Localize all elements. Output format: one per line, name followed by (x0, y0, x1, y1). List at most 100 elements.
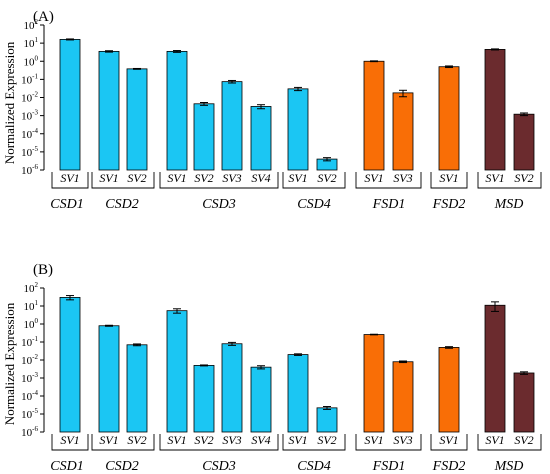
y-tick-label: 10-4 (21, 127, 38, 141)
y-tick-label: 10-2 (21, 91, 38, 105)
gene-label-fsd1: FSD1 (372, 197, 406, 212)
gene-label-msd: MSD (494, 197, 524, 212)
y-tick-label: 102 (24, 18, 39, 32)
panel-a: (A) Normalized Expression 10210110010-11… (2, 9, 542, 212)
bar-msd-sv1 (484, 49, 506, 171)
bar-csd3-sv2 (193, 103, 215, 171)
panel-b-brackets: CSD1 CSD2 CSD3 CSD4 FSD1 FSD2 MSD (50, 434, 542, 474)
gene-label-csd3: CSD3 (202, 197, 235, 212)
sv-label: SV3 (393, 433, 412, 447)
bar-csd1-sv1 (59, 297, 81, 433)
group-bracket (159, 434, 279, 451)
group-bracket (159, 172, 279, 189)
y-tick-label: 102 (24, 281, 39, 295)
bar-fsd1-sv1 (363, 60, 385, 171)
group-bracket (282, 434, 346, 451)
y-tick-label: 100 (24, 317, 39, 331)
gene-label-csd1: CSD1 (50, 459, 83, 474)
group-bracket (430, 434, 468, 451)
sv-label: SV1 (485, 433, 504, 447)
gene-label-csd2: CSD2 (105, 459, 138, 474)
y-tick-label: 10-2 (21, 353, 38, 367)
panel-b-yticks: 102 101 100 10-1 10-2 10-3 10-4 10-5 10-6 (21, 281, 45, 439)
sv-label: SV1 (439, 433, 458, 447)
sv-label: SV1 (167, 171, 186, 185)
group-bracket (477, 172, 542, 189)
sv-label: SV1 (167, 433, 186, 447)
bar-csd4-sv1 (287, 88, 309, 171)
gene-label-csd4: CSD4 (297, 459, 330, 474)
sv-label: SV3 (222, 433, 241, 447)
sv-label: SV2 (317, 433, 336, 447)
group-bracket (430, 172, 468, 189)
sv-label: SV1 (60, 433, 79, 447)
y-tick-label: 10-1 (21, 72, 38, 86)
group-bracket (355, 172, 422, 189)
y-tick-label: 101 (24, 36, 39, 50)
y-tick-label: 10-1 (21, 335, 38, 349)
bar-csd2-sv2 (126, 68, 148, 171)
group-bracket (355, 434, 422, 451)
bar-csd4-sv1 (287, 354, 309, 433)
gene-label-csd4: CSD4 (297, 197, 330, 212)
y-tick-label: 10-3 (21, 109, 38, 123)
bar-fsd2-sv1 (438, 66, 460, 171)
bar-csd1-sv1 (59, 39, 81, 171)
y-tick-label: 10-3 (21, 371, 38, 385)
panel-b: (B) Normalized Expression 10210110010-11… (2, 262, 542, 474)
bar-fsd1-sv3 (392, 361, 414, 433)
bar-fsd1-sv1 (363, 334, 385, 433)
group-bracket (282, 172, 346, 189)
bar-msd-sv2 (513, 113, 535, 171)
panel-b-ylabel: Normalized Expression (2, 302, 17, 425)
panel-b-label: (B) (33, 262, 53, 278)
bar-csd4-sv2 (316, 407, 338, 433)
group-bracket (477, 434, 542, 451)
sv-label: SV1 (288, 433, 307, 447)
panel-a-bars: SV1 SV1 SV2 SV1 SV2 SV3 SV4 SV1 SV2 SV1 SV3 SV1 SV1 S… (59, 38, 535, 185)
panel-a-ylabel: Normalized Expression (2, 41, 17, 164)
sv-label: SV1 (364, 171, 383, 185)
bar-csd3-sv4 (250, 366, 272, 433)
gene-label-csd2: CSD2 (105, 197, 138, 212)
sv-label: SV2 (194, 171, 213, 185)
gene-label-fsd1: FSD1 (372, 459, 406, 474)
sv-label: SV4 (251, 433, 270, 447)
sv-label: SV2 (317, 171, 336, 185)
bar-fsd1-sv3 (392, 92, 414, 171)
bar-csd3-sv3 (221, 81, 243, 171)
bar-csd3-sv1 (166, 50, 188, 171)
sv-label: SV1 (439, 171, 458, 185)
group-bracket (91, 172, 155, 189)
sv-label: SV1 (288, 171, 307, 185)
bar-csd3-sv1 (166, 310, 188, 433)
bar-csd3-sv2 (193, 365, 215, 433)
sv-label: SV1 (485, 171, 504, 185)
sv-label: SV3 (222, 171, 241, 185)
y-tick-label: 10-5 (21, 145, 38, 159)
bar-csd2-sv1 (98, 325, 120, 433)
sv-label: SV2 (194, 433, 213, 447)
panel-a-brackets: CSD1 CSD2 CSD3 CSD4 FSD1 FSD2 MSD (50, 172, 542, 212)
gene-label-csd1: CSD1 (50, 197, 83, 212)
gene-label-fsd2: FSD2 (432, 197, 466, 212)
bar-csd2-sv2 (126, 344, 148, 433)
bar-msd-sv2 (513, 372, 535, 433)
sv-label: SV4 (251, 171, 270, 185)
bar-msd-sv1 (484, 304, 506, 433)
bar-csd2-sv1 (98, 50, 120, 171)
sv-label: SV1 (99, 171, 118, 185)
panel-b-bars: SV1 SV1 SV2 SV1 SV2 SV3 SV4 SV1 SV2 SV1 SV3 SV1 SV1 S… (59, 295, 535, 447)
group-bracket (51, 434, 89, 451)
sv-label: SV2 (514, 433, 533, 447)
sv-label: SV2 (127, 171, 146, 185)
y-tick-label: 100 (24, 54, 39, 68)
gene-label-csd3: CSD3 (202, 459, 235, 474)
sv-label: SV1 (60, 171, 79, 185)
y-tick-label: 10-6 (21, 425, 38, 439)
group-bracket (51, 172, 89, 189)
sv-label: SV1 (364, 433, 383, 447)
sv-label: SV1 (99, 433, 118, 447)
panel-a-yticks: 102 101 100 10-1 10-2 10-3 10-4 10-5 10-6 (21, 18, 45, 177)
